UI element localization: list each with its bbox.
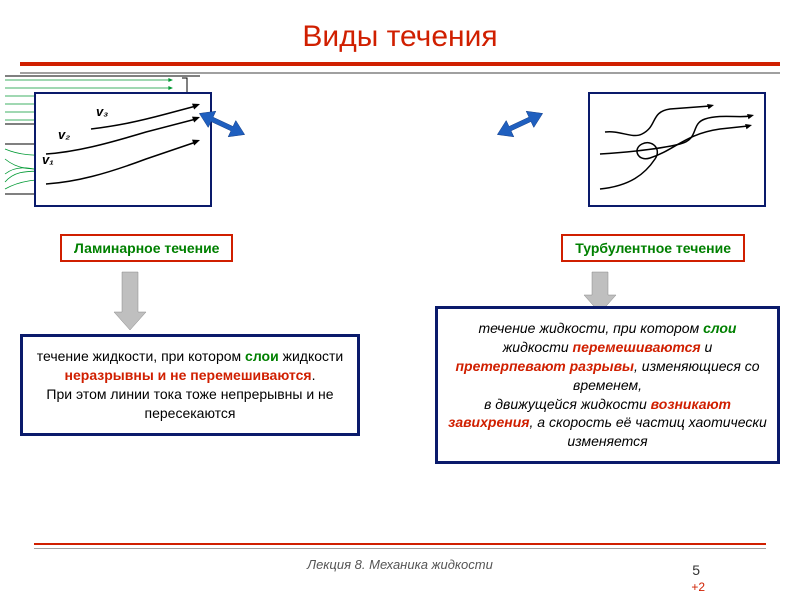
text: в движущейся жидкости [484,396,651,412]
highlight-phrase: перемешиваются [573,339,701,355]
highlight-phrase: неразрывны и не перемешиваются [65,367,312,383]
highlight-word: слои [245,348,279,364]
svg-text:v₃: v₃ [96,104,108,119]
text: и [701,339,713,355]
page-number: 5 [692,562,700,578]
content-area: v₁v₂v₃ dd Ламинарное течение Турбулентно… [0,74,800,544]
svg-text:v₂: v₂ [58,127,70,142]
text: жидкости [279,348,344,364]
turbulent-label: Турбулентное течение [561,234,745,262]
velocity-field-diagram: v₁ v₂ v₃ [34,92,212,207]
footer-text: Лекция 8. Механика жидкости [0,557,800,572]
text: . [312,367,316,383]
turbulent-definition: течение жидкости, при котором слои жидко… [435,306,780,464]
footer-rule [34,543,766,545]
text: При этом линии тока тоже непрерывны и не… [46,386,333,421]
highlight-phrase: претерпевают разрывы [455,358,634,374]
footer-rule-shadow [34,548,766,549]
text: течение жидкости, при котором [37,348,245,364]
laminar-label: Ламинарное течение [60,234,233,262]
page-note: +2 [691,580,705,594]
laminar-definition: течение жидкости, при котором слои жидко… [20,334,360,436]
text: течение жидкости, при котором [479,320,704,336]
text: , а скорость её частиц хаотически изменя… [530,414,767,449]
title-rule [20,62,780,66]
turbulent-path-diagram [588,92,766,207]
svg-text:v₁: v₁ [42,152,54,167]
text: жидкости [503,339,573,355]
slide-title: Виды течения [0,0,800,62]
highlight-word: слои [703,320,736,336]
